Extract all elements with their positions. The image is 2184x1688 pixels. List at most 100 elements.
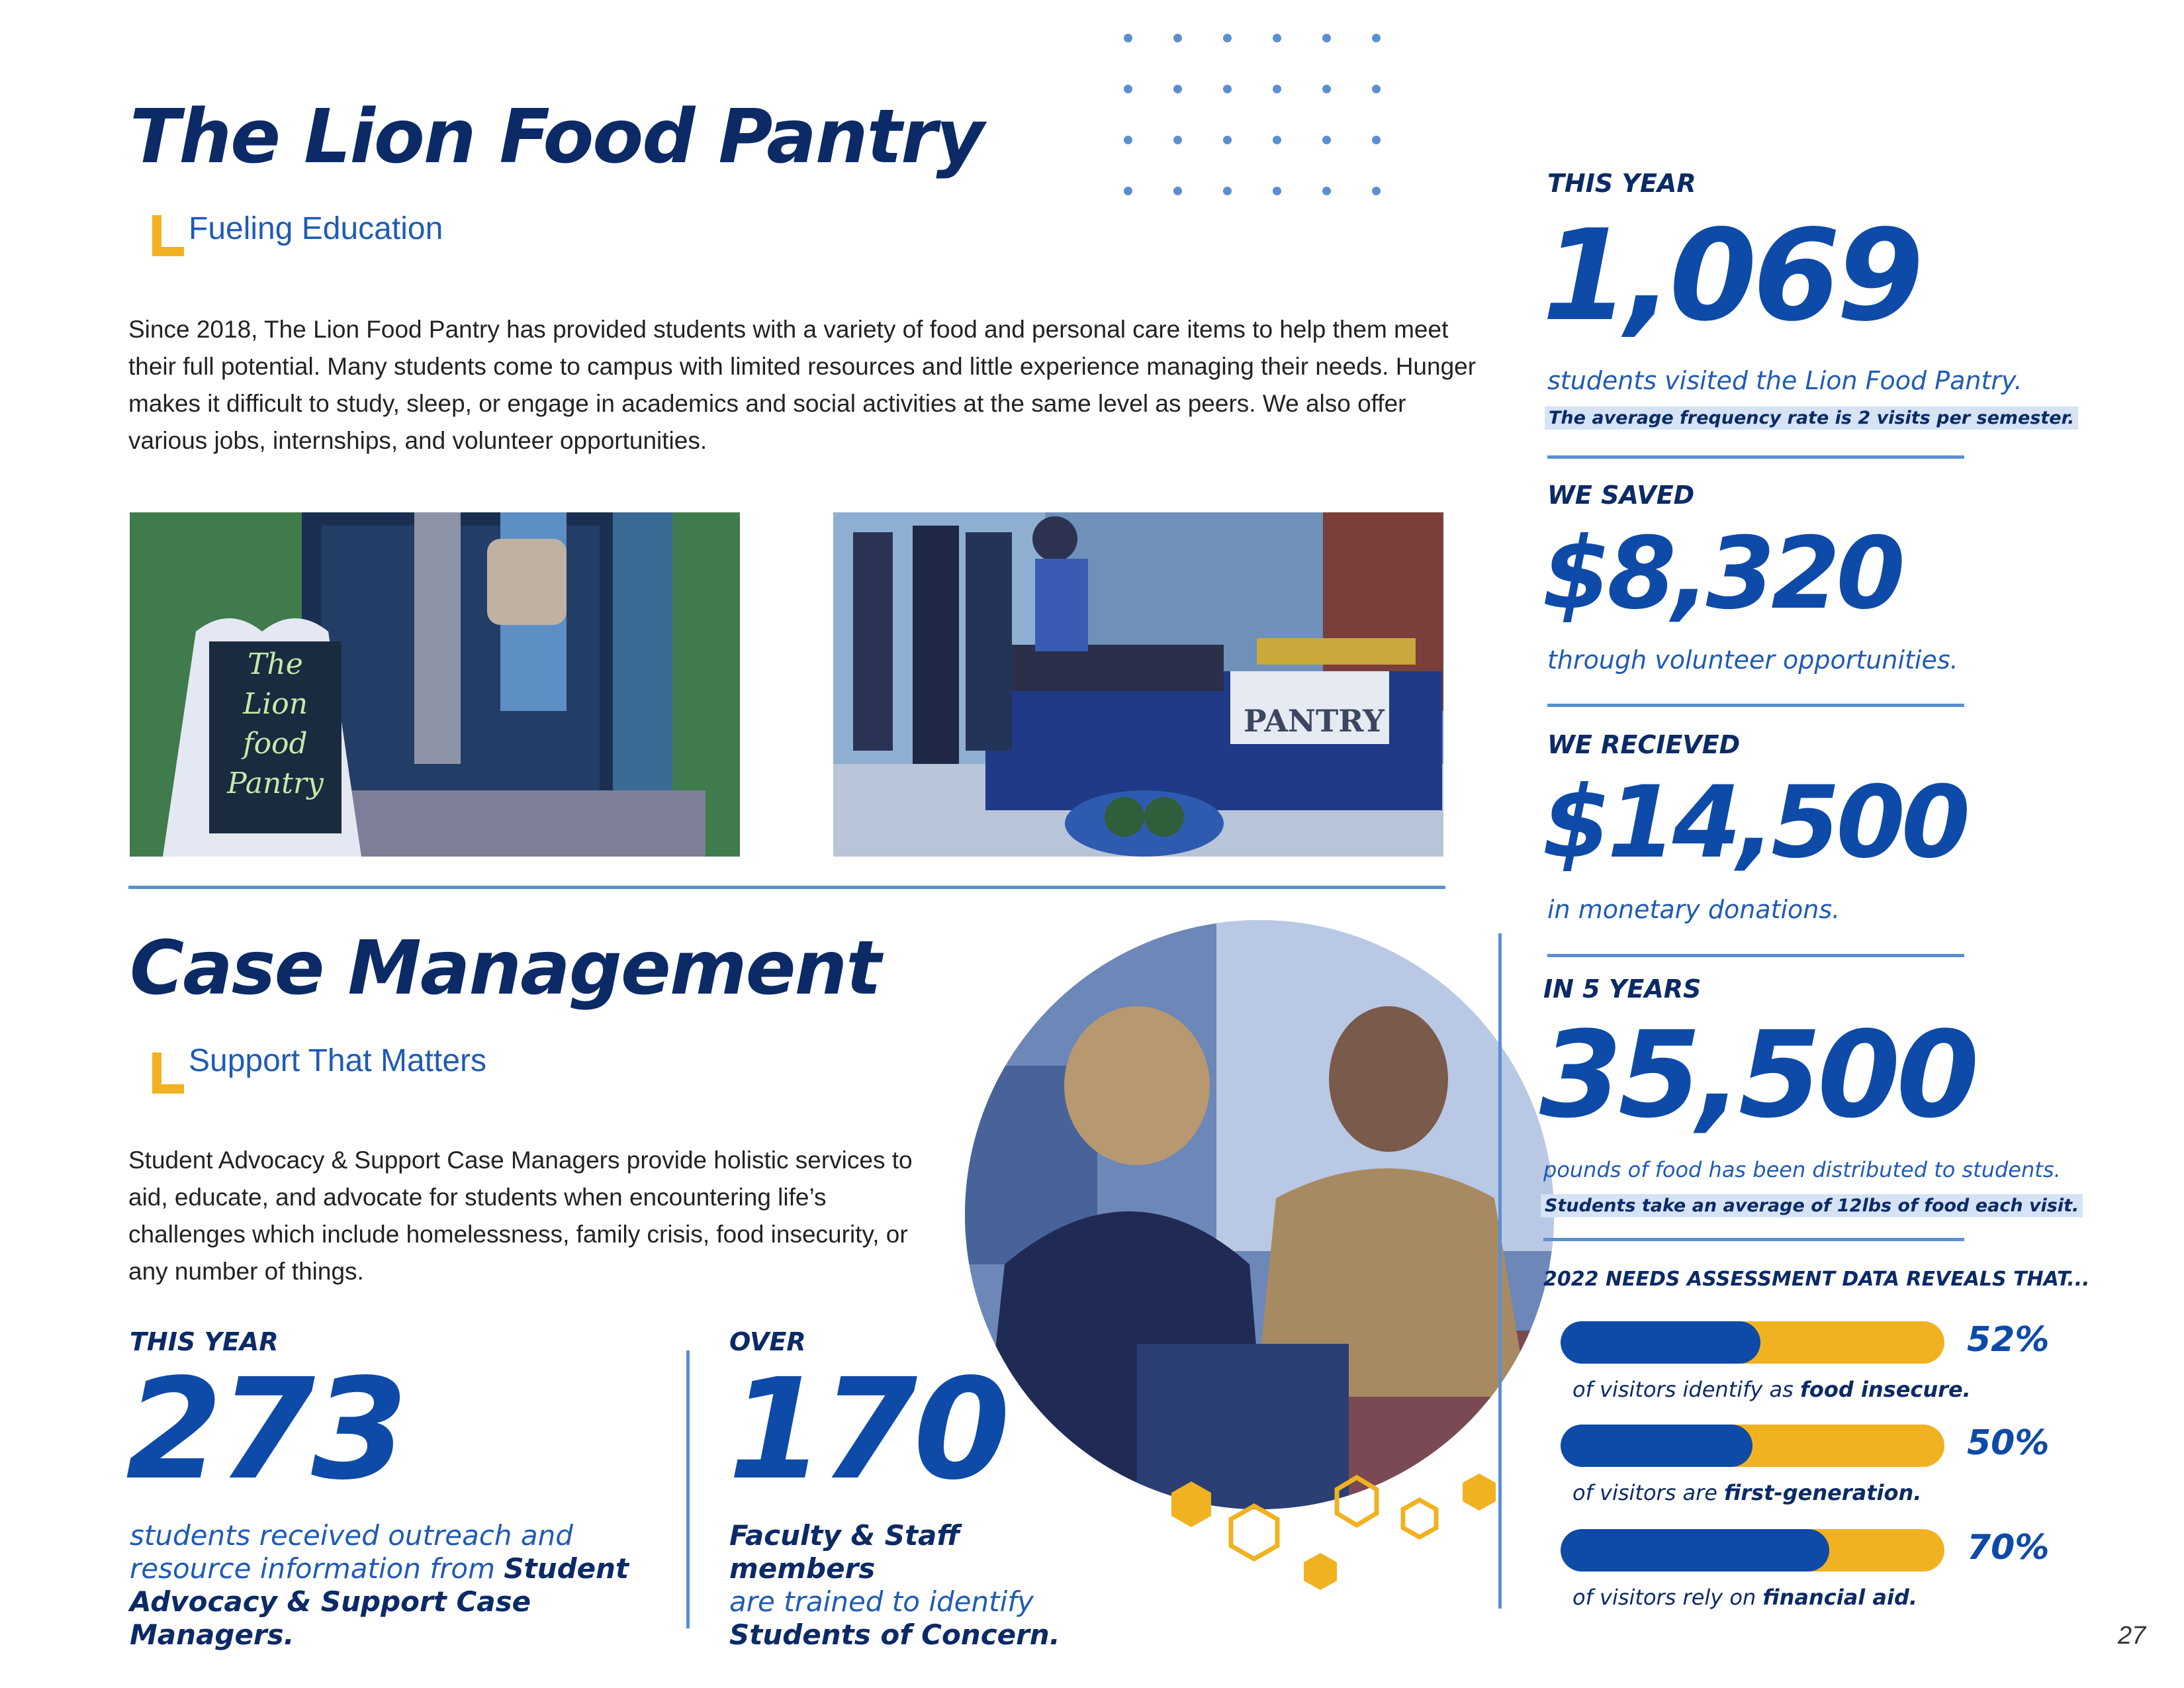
stat-value: $8,320 bbox=[1542, 516, 1905, 632]
case-stat-value: 170 bbox=[728, 1348, 1010, 1511]
progress-fill bbox=[1561, 1425, 1752, 1467]
dot bbox=[1372, 34, 1381, 42]
stat-bold: Student bbox=[504, 1552, 629, 1585]
pantry-sign: The Lion food Pantry bbox=[219, 645, 332, 804]
stat-bold: Students of Concern. bbox=[729, 1618, 1060, 1651]
case-stat-value: 273 bbox=[126, 1348, 408, 1511]
dot bbox=[1372, 187, 1381, 195]
note-bold: financial aid. bbox=[1762, 1585, 1918, 1610]
needs-note: of visitors are first-generation. bbox=[1572, 1480, 1921, 1505]
pantry-title: The Lion Food Pantry bbox=[130, 94, 984, 180]
dot bbox=[1322, 34, 1331, 42]
dot bbox=[1322, 136, 1331, 144]
dot bbox=[1124, 187, 1132, 195]
stat-note-wrap: Students take an average of 12lbs of foo… bbox=[1541, 1194, 2083, 1217]
needs-heading: 2022 NEEDS ASSESSMENT DATA REVEALS THAT.… bbox=[1543, 1268, 2090, 1291]
dot bbox=[1223, 85, 1232, 93]
stat-value: 35,500 bbox=[1539, 1006, 1979, 1145]
dot bbox=[1173, 136, 1182, 144]
dot bbox=[1173, 34, 1182, 42]
sign-word: Lion bbox=[242, 687, 308, 721]
stat-description: through volunteer opportunities. bbox=[1547, 645, 1958, 675]
dot bbox=[1173, 85, 1182, 93]
progress-percent: 50% bbox=[1967, 1423, 2050, 1463]
stat-rule bbox=[1547, 455, 1964, 459]
progress-bar bbox=[1561, 1321, 1944, 1364]
stat-description: students visited the Lion Food Pantry. bbox=[1547, 366, 2023, 395]
dot bbox=[1273, 85, 1281, 93]
progress-percent: 52% bbox=[1967, 1320, 2050, 1360]
note-bold: food insecure. bbox=[1799, 1377, 1971, 1402]
stat-note-wrap: The average frequency rate is 2 visits p… bbox=[1545, 406, 2079, 430]
needs-note: of visitors identify as food insecure. bbox=[1572, 1377, 1971, 1402]
accent-corner-icon bbox=[152, 215, 184, 256]
dot bbox=[1273, 187, 1281, 195]
column-divider bbox=[1498, 933, 1502, 1609]
case-manager-photo bbox=[965, 920, 1554, 1509]
stat-description: pounds of food has been distributed to s… bbox=[1543, 1157, 2061, 1182]
pantry-table-sign: PANTRY bbox=[1244, 703, 1385, 739]
needs-note: of visitors rely on financial aid. bbox=[1572, 1585, 1917, 1610]
dot bbox=[1223, 136, 1232, 144]
note-text: of visitors are bbox=[1572, 1480, 1725, 1505]
stat-line: Students of Concern. bbox=[729, 1618, 1073, 1652]
stat-divider bbox=[686, 1350, 690, 1628]
dot bbox=[1124, 136, 1132, 144]
progress-bar bbox=[1561, 1425, 1944, 1467]
stat-line: resource information from Student bbox=[130, 1552, 699, 1585]
note-text: of visitors identify as bbox=[1572, 1377, 1800, 1402]
progress-percent: 70% bbox=[1967, 1528, 2050, 1568]
dot bbox=[1173, 187, 1182, 195]
stat-line: are trained to identify bbox=[729, 1585, 1034, 1618]
dot bbox=[1372, 85, 1381, 93]
note-bold: first-generation. bbox=[1724, 1480, 1922, 1505]
progress-fill bbox=[1561, 1529, 1829, 1571]
pantry-table-photo: PANTRY bbox=[833, 512, 1443, 857]
stat-value: 1,069 bbox=[1542, 203, 1924, 349]
case-stat-label: OVER bbox=[729, 1327, 806, 1356]
stat-label: WE SAVED bbox=[1547, 481, 1695, 510]
progress-fill bbox=[1561, 1321, 1760, 1364]
dot bbox=[1124, 34, 1132, 42]
sign-word: food bbox=[243, 727, 308, 761]
stat-note: The average frequency rate is 2 visits p… bbox=[1545, 406, 2079, 430]
stat-label: WE RECIEVED bbox=[1547, 730, 1741, 759]
case-management-subtitle: Support That Matters bbox=[189, 1043, 486, 1078]
stat-rule bbox=[1547, 704, 1964, 707]
section-divider bbox=[128, 886, 1445, 889]
stat-line: Faculty & Staff members bbox=[729, 1519, 1073, 1585]
stat-line: Advocacy & Support Case Managers. bbox=[130, 1585, 699, 1652]
pantry-entrance-photo: The Lion food Pantry bbox=[130, 512, 740, 857]
stat-line: students received outreach and bbox=[130, 1519, 573, 1552]
case-stat-label: THIS YEAR bbox=[130, 1327, 279, 1356]
accent-corner-icon bbox=[152, 1053, 184, 1094]
stat-value: $14,500 bbox=[1542, 765, 1970, 880]
stat-text: resource information from bbox=[130, 1552, 504, 1585]
case-stat-description: Faculty & Staff members are trained to i… bbox=[729, 1519, 1073, 1652]
stat-label: THIS YEAR bbox=[1547, 169, 1696, 198]
dot bbox=[1322, 187, 1331, 195]
sign-word: The bbox=[248, 647, 303, 681]
dot bbox=[1223, 187, 1232, 195]
page-number: 27 bbox=[2118, 1622, 2146, 1650]
stat-description: in monetary donations. bbox=[1547, 895, 1841, 924]
stat-note: Students take an average of 12lbs of foo… bbox=[1541, 1194, 2083, 1217]
dot bbox=[1273, 34, 1281, 42]
honeycomb-decoration bbox=[1171, 1474, 1496, 1590]
sign-word: Pantry bbox=[227, 767, 324, 800]
stat-bold: Advocacy & Support Case Managers. bbox=[130, 1585, 531, 1651]
note-text: of visitors rely on bbox=[1572, 1585, 1763, 1610]
dot bbox=[1322, 85, 1331, 93]
dot bbox=[1372, 136, 1381, 144]
dot bbox=[1223, 34, 1232, 42]
pantry-subtitle: Fueling Education bbox=[189, 211, 443, 246]
pantry-description: Since 2018, The Lion Food Pantry has pro… bbox=[128, 316, 1477, 454]
stat-label: IN 5 YEARS bbox=[1543, 974, 1702, 1004]
case-management-title: Case Management bbox=[130, 925, 882, 1011]
progress-bar bbox=[1561, 1529, 1944, 1571]
stat-rule bbox=[1543, 1238, 1964, 1241]
dot bbox=[1124, 85, 1132, 93]
case-stat-description: students received outreach and resource … bbox=[130, 1519, 699, 1652]
stat-bold: Faculty & Staff members bbox=[729, 1519, 960, 1585]
stat-rule bbox=[1547, 954, 1964, 957]
